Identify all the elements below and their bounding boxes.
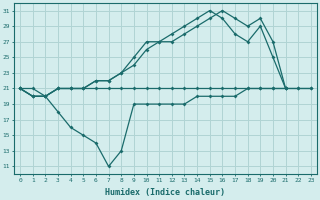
X-axis label: Humidex (Indice chaleur): Humidex (Indice chaleur) [106,188,226,197]
